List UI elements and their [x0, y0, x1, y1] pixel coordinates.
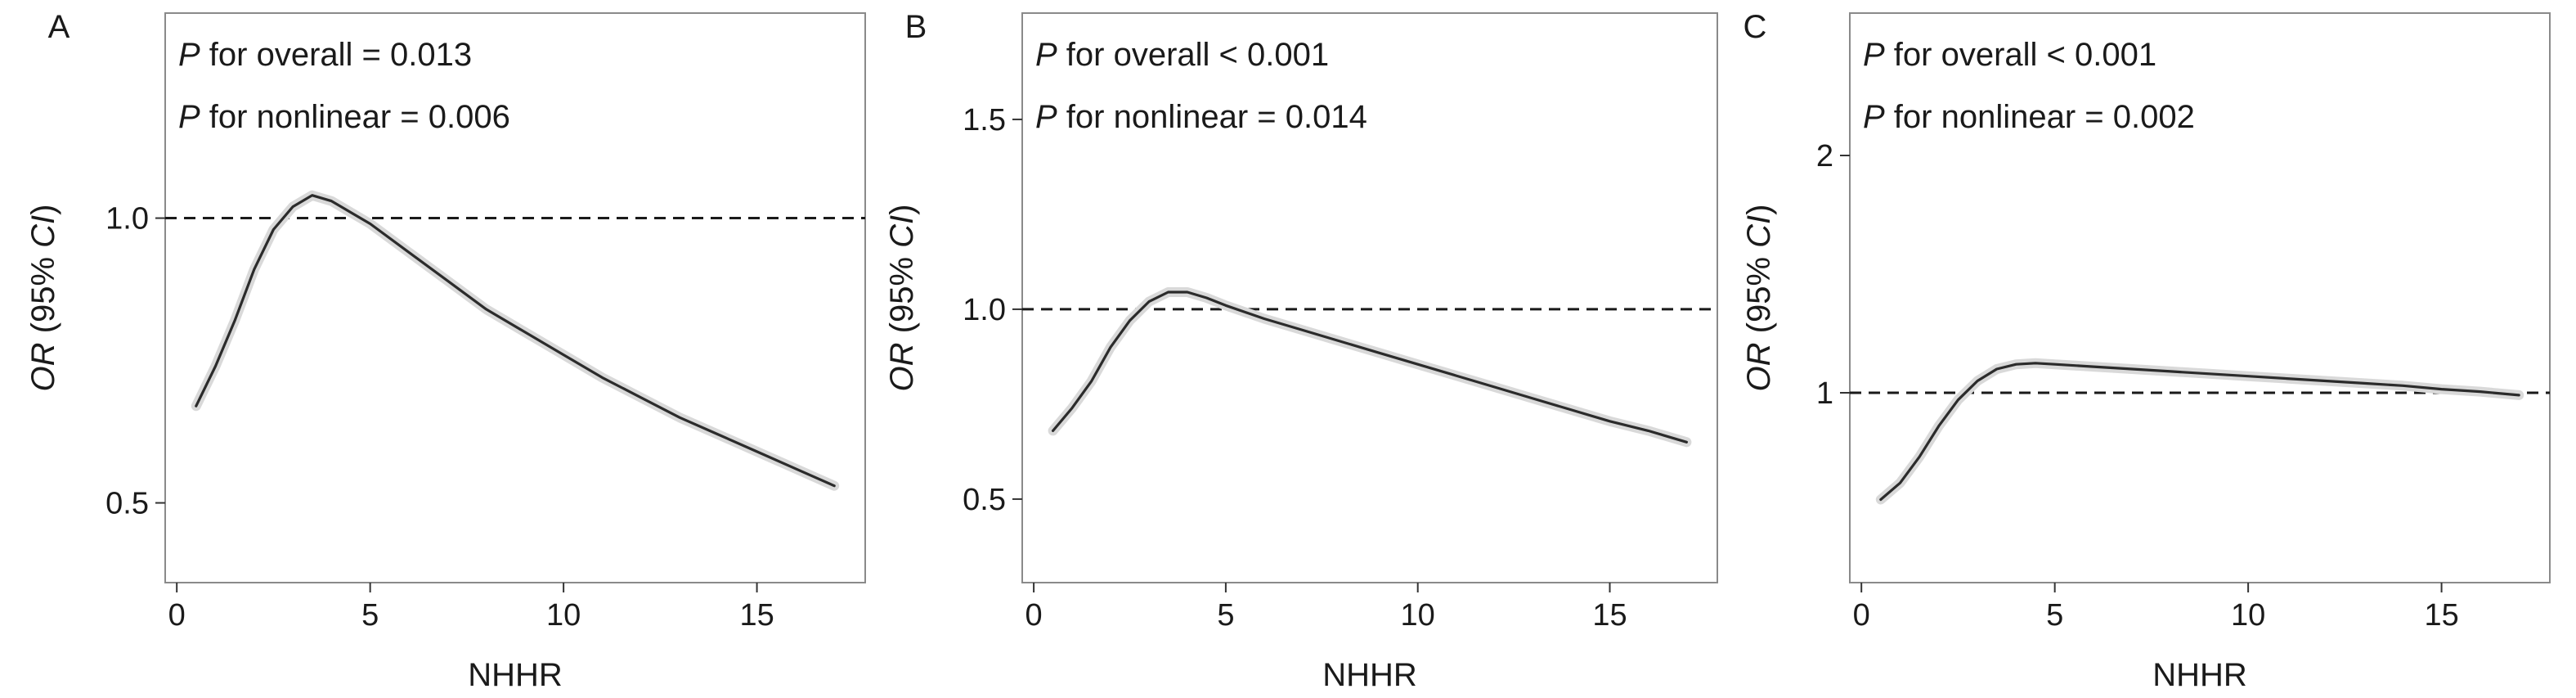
p-symbol: P — [1863, 99, 1885, 135]
y-tick-label: 0.5 — [105, 487, 149, 521]
p-value-annotation: P for nonlinear = 0.014 — [1035, 99, 1367, 135]
panel-label: A — [48, 9, 70, 45]
x-tick-label: 10 — [2231, 598, 2265, 633]
y-tick-label: 1.0 — [105, 202, 149, 236]
p-value-text: for overall = 0.013 — [200, 37, 472, 73]
y-tick-label: 1.5 — [963, 103, 1006, 137]
or-curve — [1052, 290, 1688, 444]
y-tick-label: 1 — [1816, 376, 1833, 411]
p-symbol: P — [1035, 99, 1057, 135]
y-axis-label-or: OR — [884, 342, 920, 391]
or-curve — [1879, 362, 2520, 502]
y-axis-label: OR (95% CI) — [25, 205, 61, 392]
y-tick-label: 2 — [1816, 139, 1833, 173]
p-value-annotation: P for overall < 0.001 — [1035, 37, 1329, 73]
p-symbol: P — [178, 99, 200, 135]
plot-frame — [1021, 12, 1718, 583]
x-tick-label: 5 — [1217, 598, 1234, 633]
y-axis-label-close: ) — [1741, 205, 1777, 215]
x-tick-label: 5 — [2046, 598, 2063, 633]
p-value-text: for nonlinear = 0.014 — [1057, 99, 1367, 135]
y-axis-label-ci: CI — [1741, 215, 1777, 248]
x-axis-label: NHHR — [2152, 657, 2247, 693]
p-symbol: P — [178, 37, 200, 73]
y-axis-label: OR (95% CI) — [1741, 205, 1777, 392]
p-value-text: for nonlinear = 0.006 — [200, 99, 510, 135]
p-value-text: for overall < 0.001 — [1885, 37, 2156, 73]
x-tick-label: 15 — [739, 598, 774, 633]
x-tick-label: 0 — [1025, 598, 1043, 633]
x-tick-label: 0 — [1853, 598, 1870, 633]
chart-panel-c: C 0 5 10 15 1 2 NHHR OR (95% CI) P for overall < … — [1741, 9, 2551, 693]
p-value-annotation: P for nonlinear = 0.006 — [178, 99, 510, 135]
y-axis-label-ci: CI — [25, 215, 61, 248]
x-tick-label: 5 — [361, 598, 379, 633]
y-axis-label-mid: (95% — [25, 248, 61, 343]
y-tick-label: 1.0 — [963, 293, 1006, 327]
chart-panel-a: A 0 5 10 15 0.5 1.0 NHHR OR (95% CI) P for overal… — [25, 9, 866, 693]
p-value-text: for nonlinear = 0.002 — [1885, 99, 2195, 135]
y-axis-label-close: ) — [25, 205, 61, 215]
plot-frame — [1849, 12, 2551, 583]
y-axis-label-ci: CI — [884, 215, 920, 248]
y-axis-label-mid: (95% — [884, 248, 920, 343]
y-axis-label: OR (95% CI) — [884, 205, 920, 392]
p-value-text: for overall < 0.001 — [1057, 37, 1329, 73]
ci-band — [1048, 287, 1692, 448]
chart-panel-b: B 0 5 10 15 0.5 1.0 1.5 NHHR OR (95% CI) P for ove… — [884, 9, 1718, 693]
y-tick-label: 0.5 — [963, 483, 1006, 517]
x-tick-label: 15 — [1592, 598, 1627, 633]
y-axis-label-mid: (95% — [1741, 248, 1777, 343]
x-axis-label: NHHR — [468, 657, 563, 693]
x-tick-label: 15 — [2424, 598, 2458, 633]
p-value-annotation: P for overall = 0.013 — [178, 37, 472, 73]
y-axis-label-close: ) — [884, 205, 920, 215]
x-tick-label: 10 — [1401, 598, 1435, 633]
y-axis-label-or: OR — [25, 342, 61, 391]
plot-frame — [164, 12, 866, 583]
p-symbol: P — [1863, 37, 1885, 73]
panel-label: B — [905, 9, 927, 45]
or-curve — [195, 194, 836, 488]
p-value-annotation: P for nonlinear = 0.002 — [1863, 99, 2195, 135]
x-tick-label: 10 — [546, 598, 581, 633]
p-symbol: P — [1035, 37, 1057, 73]
x-tick-label: 0 — [168, 598, 186, 633]
x-axis-label: NHHR — [1322, 657, 1417, 693]
y-axis-label-or: OR — [1741, 342, 1777, 391]
p-value-annotation: P for overall < 0.001 — [1863, 37, 2156, 73]
panel-label: C — [1744, 9, 1767, 45]
